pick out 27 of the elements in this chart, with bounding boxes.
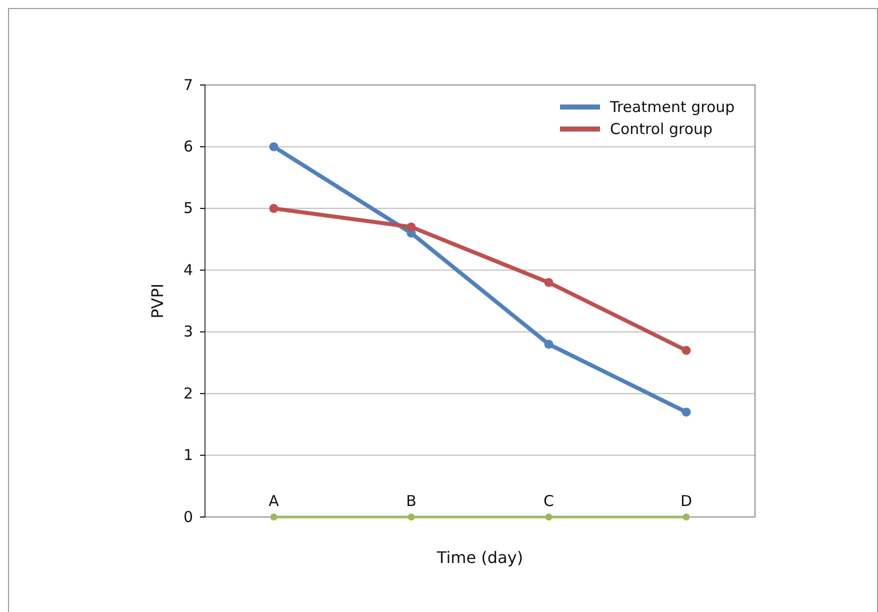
x-tick-label: A (268, 492, 280, 510)
point (544, 278, 554, 287)
x-axis-title: Time (day) (436, 548, 524, 567)
y-tick-label: 7 (183, 76, 193, 94)
point (269, 204, 278, 213)
y-tick-label: 6 (183, 138, 193, 156)
point (682, 514, 690, 520)
x-tick-label: C (544, 492, 554, 510)
legend-label: Control group (610, 120, 713, 138)
point (269, 142, 278, 152)
y-axis-title: PVPI (148, 284, 167, 318)
x-tick-label: D (680, 492, 692, 510)
y-tick-label: 3 (183, 322, 193, 341)
x-tick-label: B (406, 492, 416, 510)
legend-label: Treatment group (609, 98, 735, 116)
y-tick-label: 5 (183, 199, 193, 218)
y-tick-label: 4 (183, 260, 193, 279)
point (682, 346, 691, 355)
point (406, 222, 416, 232)
point (682, 408, 691, 417)
y-tick-label: 0 (183, 508, 193, 526)
point (544, 340, 554, 349)
y-tick-label: 1 (183, 446, 193, 464)
point (545, 514, 552, 520)
point (408, 514, 415, 520)
y-tick-label: 2 (183, 384, 193, 402)
point (270, 514, 278, 520)
